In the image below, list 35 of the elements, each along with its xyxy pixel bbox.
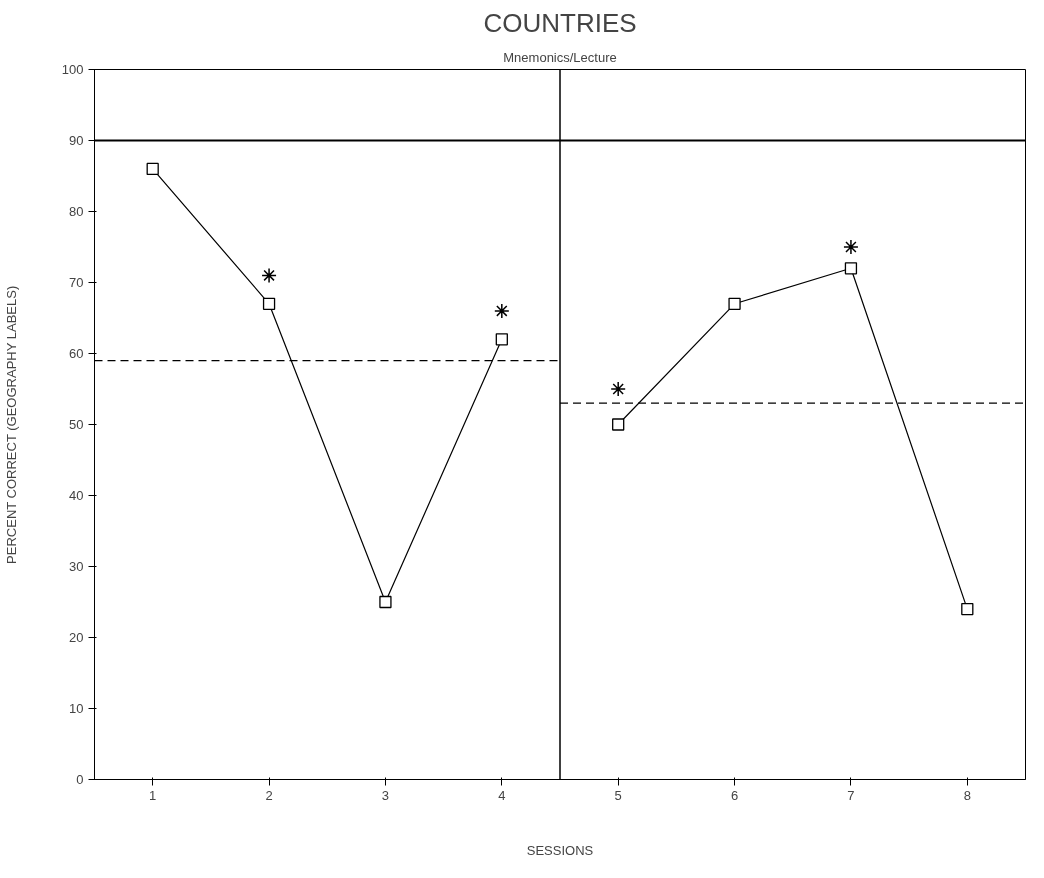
chart-title: COUNTRIES	[483, 7, 637, 38]
point	[728, 297, 741, 310]
point	[495, 333, 508, 346]
y-tick-label: 100	[61, 62, 84, 77]
chart-subtitle: Mnemonics/Lecture	[503, 49, 617, 65]
point	[262, 297, 276, 310]
x-axis-title: SESSIONS	[526, 842, 594, 858]
x-tick-label: 8	[963, 787, 971, 803]
y-tick-label: 80	[69, 204, 84, 219]
point	[843, 239, 859, 255]
point	[961, 602, 974, 616]
y-tick-label: 0	[76, 772, 84, 787]
y-tick-label: 50	[69, 417, 84, 432]
x-tick-label: 1	[149, 787, 157, 803]
y-axis-title: PERCENT CORRECT (GEOGRAPHY LABELS)	[3, 285, 19, 564]
x-tick-label: 4	[498, 787, 506, 803]
y-tick-label: 20	[69, 630, 84, 645]
point	[610, 381, 626, 397]
x-tick-label: 5	[614, 787, 622, 803]
x-tick-label: 2	[265, 787, 273, 803]
x-tick-label: 6	[730, 787, 739, 803]
y-tick-label: 90	[69, 133, 84, 148]
y-tick-label: 40	[69, 488, 84, 503]
point	[379, 595, 392, 609]
x-tick-label: 7	[847, 787, 855, 803]
point	[844, 262, 858, 275]
point	[494, 303, 510, 319]
y-tick-label: 60	[69, 346, 84, 361]
y-tick-label: 70	[69, 275, 84, 290]
y-tick-label: 10	[69, 701, 84, 716]
point	[261, 267, 277, 284]
y-tick-label: 30	[69, 559, 84, 574]
point	[612, 418, 625, 431]
point	[146, 162, 159, 176]
x-tick-label: 3	[381, 787, 390, 803]
